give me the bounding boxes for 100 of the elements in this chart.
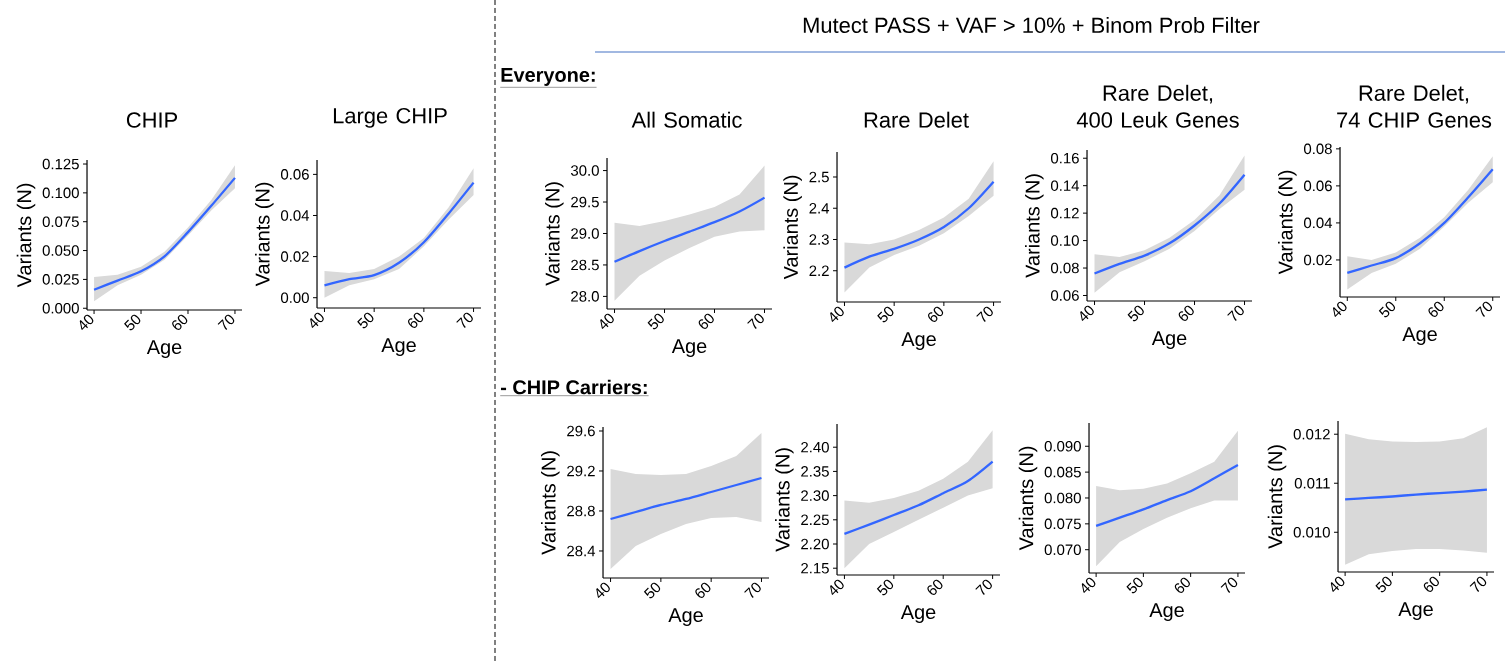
x-tick-label: 70 [744, 582, 761, 598]
y-tick-label: 0.16 [1050, 152, 1079, 164]
x-tick-label: 70 [1475, 301, 1493, 317]
line-series [1343, 488, 1489, 501]
x-tick-label: 50 [877, 306, 894, 323]
y-tick-label: 0.090 [1044, 440, 1081, 452]
x-tick-label: 60 [1174, 577, 1190, 593]
y-tick-label: 2.4 [809, 203, 830, 214]
y-tick-label: 0.02 [280, 251, 309, 262]
y-axis-title: Variants (N) [1267, 445, 1287, 549]
x-tick-label: 50 [1127, 305, 1144, 322]
y-tick-label: 2.40 [801, 441, 829, 453]
y-tick-label: 0.08 [1303, 143, 1332, 155]
x-tick-label: 70 [1227, 305, 1244, 321]
y-tick-label: 0.06 [1303, 180, 1332, 192]
y-tick-label: 0.100 [42, 187, 79, 199]
y-axis-title: Variants (N) [1018, 446, 1038, 551]
x-axis-title: Age [1398, 602, 1433, 621]
y-tick-label: 2.15 [801, 562, 829, 574]
y-axis-title: Variants (N) [545, 182, 564, 286]
x-tick-label: 60 [1428, 301, 1444, 317]
x-tick-label: 70 [217, 314, 235, 330]
line-series [843, 180, 995, 269]
y-tick-label: 0.125 [42, 158, 79, 170]
y-axis-title: Variants (N) [783, 175, 802, 280]
x-axis-title: Age [1151, 331, 1187, 350]
x-tick-label: 60 [1178, 305, 1194, 321]
line-series [609, 476, 763, 521]
y-tick-label: 0.04 [1303, 217, 1333, 229]
y-tick-label: 30.0 [570, 165, 599, 176]
y-tick-label: 29.6 [567, 425, 595, 437]
y-tick-label: 2.3 [809, 234, 829, 245]
y-tick-label: 0.000 [42, 302, 79, 314]
x-tick-label: 40 [1330, 576, 1345, 592]
x-tick-label: 40 [830, 579, 844, 595]
y-axis-title: Variants (N) [541, 451, 560, 555]
x-tick-label: 70 [975, 579, 992, 595]
y-axis-title: Variants (N) [1278, 170, 1297, 275]
line-series [843, 460, 994, 535]
line-series [92, 176, 237, 291]
x-tick-label: 60 [172, 314, 188, 330]
y-tick-label: 0.12 [1050, 207, 1079, 219]
x-axis-title: Age [1149, 603, 1184, 622]
y-axis-title: Variants (N) [255, 182, 274, 287]
y-tick-label: 2.2 [809, 265, 829, 276]
y-tick-label: 0.14 [1050, 180, 1080, 191]
x-tick-label: 50 [357, 312, 374, 329]
y-tick-label: 0.04 [280, 210, 310, 221]
text: Everyone: [501, 68, 595, 86]
x-axis-title: Age [146, 340, 182, 359]
y-axis-title: Variants (N) [16, 183, 36, 288]
x-tick-label: 40 [1080, 305, 1094, 321]
y-axis-title: Variants (N) [775, 448, 794, 552]
x-tick-label: 60 [408, 312, 424, 328]
y-tick-label: 29.5 [571, 196, 599, 208]
y-tick-label: 28.5 [571, 259, 599, 271]
line-series [323, 181, 475, 287]
y-tick-label: 2.35 [801, 466, 829, 477]
x-axis-title: Age [671, 339, 707, 358]
y-tick-label: 0.050 [42, 245, 79, 256]
x-tick-label: 50 [1378, 301, 1396, 318]
x-axis-title: Age [381, 338, 416, 357]
chart-title: Rare Delet [864, 111, 969, 128]
y-tick-label: 29.0 [571, 228, 599, 239]
x-tick-label: 70 [1220, 577, 1238, 593]
y-tick-label: 0.080 [1044, 492, 1081, 504]
x-tick-label: 70 [1469, 576, 1487, 592]
x-tick-label: 50 [643, 582, 661, 599]
chart-title: Rare Delet, 400 Leuk Genes [1076, 84, 1239, 128]
x-tick-label: 60 [928, 306, 944, 322]
x-tick-label: 70 [747, 313, 764, 329]
x-tick-label: 40 [79, 314, 94, 330]
chart-title: Rare Delet, 74 CHIP Genes [1337, 84, 1492, 128]
line-series [1094, 463, 1240, 528]
line-series [613, 196, 766, 263]
y-tick-label: 28.4 [567, 545, 596, 557]
x-tick-label: 60 [1423, 576, 1439, 592]
x-tick-label: 40 [1081, 577, 1096, 593]
x-tick-label: 70 [976, 306, 993, 322]
y-tick-label: 2.5 [809, 171, 829, 183]
text: - CHIP Carriers: [500, 379, 647, 395]
line-series [1346, 168, 1494, 275]
x-axis-title: Age [1402, 327, 1437, 346]
x-tick-label: 60 [698, 313, 714, 329]
y-tick-label: 28.0 [571, 291, 599, 302]
y-tick-label: 0.075 [42, 216, 79, 227]
y-tick-label: 0.010 [1293, 526, 1330, 538]
y-tick-label: 0.00 [280, 292, 309, 303]
x-tick-label: 60 [927, 579, 943, 595]
chart-title: All Somatic [631, 111, 742, 128]
y-tick-label: 2.20 [801, 538, 829, 550]
x-tick-label: 40 [600, 313, 614, 329]
x-axis-title: Age [901, 332, 936, 351]
x-tick-label: 50 [876, 579, 894, 596]
x-axis-title: Age [668, 608, 703, 627]
y-tick-label: 0.08 [1050, 262, 1079, 274]
line-series [1093, 173, 1246, 275]
y-tick-label: 0.075 [1044, 518, 1081, 530]
chart-title: CHIP [126, 112, 178, 128]
x-tick-label: 50 [1375, 576, 1392, 593]
